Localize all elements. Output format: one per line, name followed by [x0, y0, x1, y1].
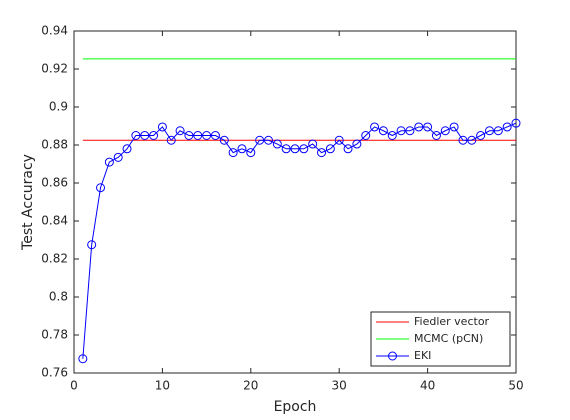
marker	[361, 131, 371, 140]
y-tick-label: 0.84	[41, 214, 68, 228]
marker	[458, 135, 468, 145]
y-tick-label: 0.8	[49, 290, 68, 304]
x-tick-label: 20	[243, 379, 258, 393]
y-tick-label: 0.88	[41, 138, 68, 152]
marker	[511, 118, 521, 128]
legend-label: EKI	[414, 349, 431, 362]
marker	[219, 135, 229, 145]
marker	[228, 148, 238, 158]
marker	[87, 240, 97, 250]
marker	[272, 139, 282, 149]
marker	[166, 135, 176, 145]
marker	[317, 148, 327, 158]
marker	[378, 126, 388, 136]
marker	[255, 135, 265, 145]
x-tick-label: 40	[420, 379, 435, 393]
marker	[263, 135, 273, 145]
y-axis-label: Test Accuracy	[20, 154, 36, 251]
marker	[431, 131, 441, 140]
marker	[78, 354, 88, 364]
marker	[246, 148, 256, 158]
marker	[343, 144, 353, 154]
marker	[440, 126, 450, 136]
y-tick-label: 0.76	[41, 366, 68, 380]
y-tick-label: 0.86	[41, 176, 68, 190]
x-axis-label: Epoch	[274, 399, 317, 415]
marker	[131, 131, 141, 140]
marker	[502, 122, 512, 132]
marker	[175, 126, 185, 136]
legend-label: MCMC (pCN)	[414, 332, 483, 345]
marker	[387, 131, 397, 140]
marker	[157, 122, 167, 132]
marker	[405, 126, 415, 136]
marker	[352, 139, 362, 149]
marker	[104, 157, 114, 167]
y-tick-label: 0.9	[49, 100, 68, 114]
marker	[334, 135, 344, 145]
marker	[202, 131, 212, 140]
marker	[149, 131, 159, 140]
marker	[325, 144, 335, 154]
y-tick-label: 0.78	[41, 328, 68, 342]
marker	[467, 135, 477, 145]
x-tick-label: 50	[508, 379, 523, 393]
legend-label: Fiedler vector	[414, 315, 490, 328]
marker	[493, 126, 503, 136]
marker	[396, 126, 406, 136]
marker	[122, 144, 132, 154]
marker	[308, 139, 318, 149]
marker	[237, 144, 247, 154]
marker	[113, 152, 123, 162]
y-tick-label: 0.92	[41, 62, 68, 76]
marker	[140, 131, 150, 140]
marker	[370, 122, 380, 132]
legend-marker	[388, 351, 397, 361]
marker	[184, 131, 194, 140]
marker	[484, 126, 494, 136]
marker	[423, 122, 433, 132]
marker	[449, 122, 459, 132]
marker	[96, 183, 106, 193]
marker	[414, 122, 424, 132]
marker	[193, 131, 203, 140]
marker	[210, 131, 220, 140]
y-tick-label: 0.82	[41, 252, 68, 266]
x-tick-label: 0	[70, 379, 78, 393]
marker	[290, 144, 300, 154]
y-tick-label: 0.94	[41, 24, 68, 38]
x-tick-label: 10	[155, 379, 170, 393]
marker	[281, 144, 291, 154]
marker	[476, 131, 486, 140]
x-tick-label: 30	[332, 379, 347, 393]
marker	[299, 144, 309, 154]
